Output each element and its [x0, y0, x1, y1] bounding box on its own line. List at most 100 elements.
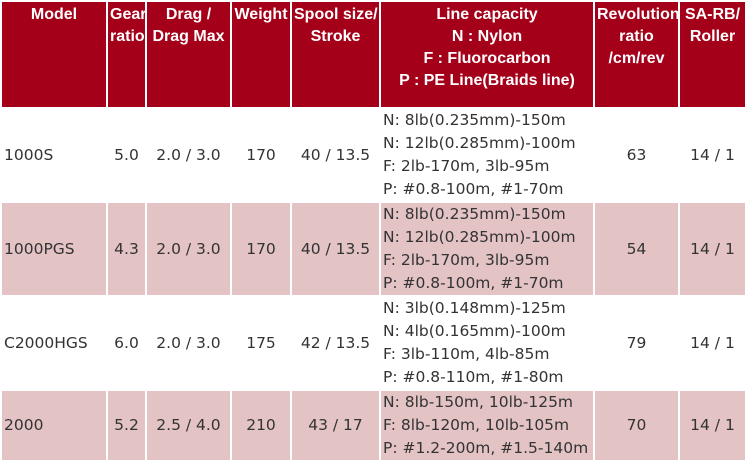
header-cell: Weight [230, 0, 292, 109]
cell-line: 14 / 1 [690, 239, 735, 258]
cell-line: N: 8lb-150m, 10lb-125m [383, 393, 574, 411]
cell-line: F: 8lb-120m, 10lb-105m [383, 416, 570, 434]
table-cell: 2.0 / 3.0 [145, 201, 232, 297]
table-cell: 5.2 [106, 389, 147, 462]
table-cell: 175 [230, 295, 292, 391]
cell-line: 14 / 1 [690, 145, 735, 164]
table-cell: 2.0 / 3.0 [145, 107, 232, 203]
table-cell: 2000 [0, 389, 108, 462]
table-cell: 14 / 1 [678, 107, 745, 203]
table-row: 1000S 5.0 2.0 / 3.0 170 40 / 13.5 N: 8lb(0.23… [0, 107, 745, 203]
table-cell: 170 [230, 107, 292, 203]
table-cell: 2.5 / 4.0 [145, 389, 232, 462]
table-cell [379, 460, 595, 475]
table-cell: 40 / 13.5 [290, 201, 381, 297]
table-cell: 42 / 13.5 [290, 295, 381, 391]
header-cell: Spool size/Stroke [290, 0, 381, 109]
header-cell: Drag / Drag Max [145, 0, 232, 109]
table-cell: C2000HGS [0, 295, 108, 391]
cell-line: 14 / 1 [690, 333, 735, 352]
cell-line: 6.0 [114, 333, 139, 352]
cell-line: P: #0.8-100m, #1-70m [383, 274, 564, 292]
table-cell: 170 [230, 201, 292, 297]
cell-line: Spool size/ [294, 6, 378, 23]
cell-line: ratio [619, 28, 654, 45]
table-row [0, 460, 745, 475]
cell-line: ratio [110, 28, 145, 45]
cell-line: F: 2lb-170m, 3lb-95m [383, 251, 550, 269]
cell-line: 42 / 13.5 [300, 333, 371, 352]
table-cell: 210 [230, 389, 292, 462]
header-cell: Line capacity N : Nylon F : Fluorocarbon P … [379, 0, 595, 109]
header-cell: Model [0, 0, 108, 109]
cell-line: 170 [246, 239, 276, 258]
table-cell: 2.0 / 3.0 [145, 295, 232, 391]
cell-line: C2000HGS [4, 333, 88, 352]
header-cell: SA-RB/Roller [678, 0, 745, 109]
table-cell: N: 3lb(0.148mm)-125m N: 4lb(0.165mm)-100m… [379, 295, 595, 391]
table-cell: 1000S [0, 107, 108, 203]
table-cell [106, 460, 147, 475]
table-cell: N: 8lb(0.235mm)-150m N: 12lb(0.285mm)-100… [379, 107, 595, 203]
table-cell: 14 / 1 [678, 295, 745, 391]
cell-line: Gear [110, 6, 146, 23]
cell-line: 14 / 1 [690, 416, 735, 434]
cell-line: 210 [246, 416, 276, 434]
table-cell [145, 460, 232, 475]
table-cell [290, 460, 381, 475]
cell-line: N: 8lb(0.235mm)-150m [383, 205, 566, 223]
table-cell: 70 [593, 389, 680, 462]
cell-line: Drag / [165, 6, 212, 23]
cell-line: P: #0.8-100m, #1-70m [383, 180, 564, 198]
cell-line: N: 4lb(0.165mm)-100m [383, 322, 566, 340]
cell-line: Drag Max [152, 28, 225, 45]
table-row: 2000 5.2 2.5 / 4.0 210 43 / 17 N: 8lb-150m, 1… [0, 389, 745, 462]
table-cell: N: 8lb(0.235mm)-150m N: 12lb(0.285mm)-100… [379, 201, 595, 297]
table-cell [230, 460, 292, 475]
cell-line: /cm/rev [608, 50, 665, 67]
cell-line: F : Fluorocarbon [423, 50, 551, 67]
cell-line: 170 [246, 145, 276, 164]
cell-line: 1000PGS [4, 239, 75, 258]
cell-line: 2.0 / 3.0 [156, 333, 221, 352]
table-cell: 14 / 1 [678, 389, 745, 462]
cell-line: Weight [234, 6, 288, 23]
cell-line: 63 [626, 145, 647, 164]
cell-line: 5.2 [114, 416, 139, 434]
cell-line: SA-RB/ [684, 6, 741, 23]
table-cell: 63 [593, 107, 680, 203]
cell-line: 2.0 / 3.0 [156, 239, 221, 258]
cell-line: 4.3 [114, 239, 139, 258]
cell-line: Line capacity [436, 6, 538, 23]
table-row: C2000HGS 6.0 2.0 / 3.0 175 42 / 13.5 N: 3lb(0… [0, 295, 745, 391]
cell-line: P : PE Line(Braids line) [399, 72, 575, 89]
cell-line: 2000 [4, 416, 44, 434]
cell-line: N: 3lb(0.148mm)-125m [383, 299, 566, 317]
cell-line: 175 [246, 333, 276, 352]
cell-line: P: #0.8-110m, #1-80m [383, 368, 564, 386]
cell-line: N: 8lb(0.235mm)-150m [383, 111, 566, 129]
cell-line: 5.0 [114, 145, 139, 164]
cell-line: 1000S [4, 145, 54, 164]
header-cell: Revolution ratio/cm/rev [593, 0, 680, 109]
table-row: 1000PGS 4.3 2.0 / 3.0 170 40 / 13.5 N: 8lb(0.… [0, 201, 745, 297]
cell-line: Stroke [310, 28, 361, 45]
table-cell: 1000PGS [0, 201, 108, 297]
cell-line: 40 / 13.5 [300, 145, 371, 164]
table-cell [593, 460, 680, 475]
cell-line: F: 3lb-110m, 4lb-85m [383, 345, 550, 363]
table-cell: 5.0 [106, 107, 147, 203]
cell-line: 70 [626, 416, 647, 434]
cell-line: N: 12lb(0.285mm)-100m [383, 228, 576, 246]
cell-line: 79 [626, 333, 647, 352]
cell-line: 54 [626, 239, 647, 258]
table-cell: 79 [593, 295, 680, 391]
table-cell: 40 / 13.5 [290, 107, 381, 203]
table-cell: 54 [593, 201, 680, 297]
cell-line: N: 12lb(0.285mm)-100m [383, 134, 576, 152]
table-cell: 14 / 1 [678, 201, 745, 297]
cell-line: Model [30, 6, 78, 23]
table-cell: 43 / 17 [290, 389, 381, 462]
